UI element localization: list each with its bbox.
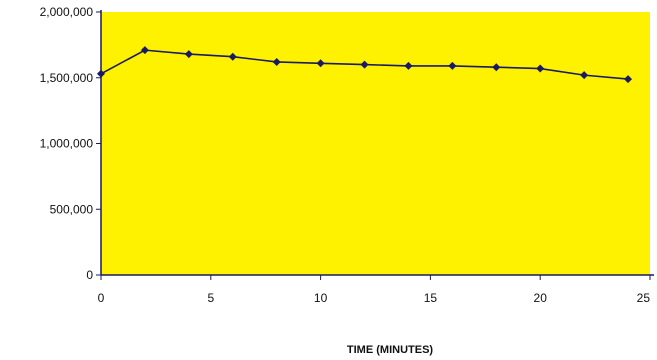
data-point [536,64,545,73]
axis-ticks: 0 500,000 1,000,000 1,500,000 2,000,000 0 5 10 1… [40,5,651,305]
data-point [624,75,633,84]
data-point [184,50,193,59]
y-tick-label: 2,000,000 [40,5,94,19]
x-tick-label: 5 [207,291,214,305]
y-tick-label: 1,500,000 [40,71,94,85]
y-tick-label: 1,000,000 [40,137,94,151]
data-point [492,63,501,72]
data-point [228,52,237,61]
data-point [140,46,149,55]
data-point [360,60,369,69]
data-point [404,61,413,70]
x-tick-label: 0 [98,291,105,305]
chart-marks [97,46,633,84]
data-point [448,61,457,70]
y-tick-label: 500,000 [50,202,94,216]
plot-area [101,12,650,275]
data-point [316,59,325,68]
y-tick-label: 0 [86,268,93,282]
data-point [580,71,589,80]
data-point [272,57,281,66]
x-tick-label: 20 [534,291,548,305]
x-tick-label: 15 [424,291,438,305]
x-tick-label: 10 [314,291,328,305]
x-tick-label: 25 [637,291,651,305]
x-axis-title: TIME (MINUTES) [347,344,433,356]
